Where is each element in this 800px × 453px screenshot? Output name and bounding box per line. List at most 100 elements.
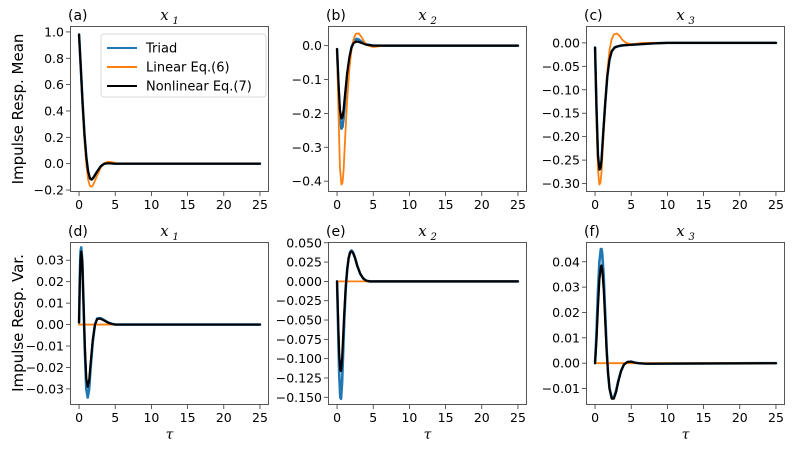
axes-frame (328, 242, 527, 405)
x-tick-label: 20 (732, 197, 748, 212)
x-tick-label: 0 (591, 197, 599, 212)
y-tick-label: 0.01 (36, 296, 64, 311)
axes-frame (70, 26, 269, 192)
y-tick-label: −0.02 (26, 360, 64, 375)
x-tick-label: 10 (401, 197, 417, 212)
panel-tag-label: (e) (326, 224, 346, 240)
y-tick-label: −0.4 (292, 174, 322, 189)
y-tick-label: 0.4 (44, 103, 64, 118)
y-tick-label: 0.02 (36, 274, 64, 289)
row-ylabel-var: Impulse Resp. Var. (9, 254, 27, 392)
panel-title-var: x (160, 6, 169, 24)
series-line-triad (593, 41, 778, 171)
x-tick-label: 25 (768, 197, 784, 212)
x-tick-label: 20 (474, 197, 490, 212)
x-tick-label: 0 (333, 197, 341, 212)
x-tick-label: 20 (732, 410, 748, 425)
y-tick-label: −0.30 (542, 176, 580, 191)
legend-entry-label: Linear Eq.(6) (146, 61, 230, 76)
y-tick-label: −0.15 (542, 106, 580, 121)
axes-frame (328, 26, 527, 192)
x-axis-label: τ (682, 427, 690, 443)
legend-entry-label: Nonlinear Eq.(7) (146, 80, 252, 95)
axes-frame (586, 242, 785, 405)
series-line-nonlinear-eq-7 (335, 40, 520, 120)
y-tick-label: 0.00 (36, 317, 64, 332)
x-tick-label: 10 (659, 410, 675, 425)
series-line-linear-eq-6 (336, 32, 519, 186)
x-tick-label: 25 (510, 410, 526, 425)
panel-title-subscript: 1 (173, 16, 179, 27)
y-tick-label: 0.02 (552, 305, 580, 320)
x-tick-label: 5 (111, 410, 119, 425)
x-tick-label: 5 (627, 197, 635, 212)
x-tick-label: 10 (659, 197, 675, 212)
x-tick-label: 5 (627, 410, 635, 425)
panel-title-subscript: 1 (173, 232, 179, 243)
axes-frame (70, 242, 269, 405)
x-tick-label: 0 (75, 410, 83, 425)
panel-title-subscript: 3 (689, 232, 695, 243)
y-tick-label: −0.025 (276, 293, 322, 308)
y-tick-label: −0.150 (276, 390, 322, 405)
series-line-triad (335, 249, 520, 401)
y-tick-label: −0.01 (26, 339, 64, 354)
x-tick-label: 20 (216, 197, 232, 212)
y-tick-label: −0.2 (34, 183, 64, 198)
axes-frame (586, 26, 785, 192)
panel-a: 0 5 10 15 20 25 −0.2 0.0 0.2 0.4 0.6 0.8 1.0 (a) x 1 (34, 6, 269, 212)
y-tick-label: −0.2 (292, 106, 322, 121)
panel-b: 0 5 10 15 20 25 −0.4 −0.3 −0.2 −0.1 0.0 (b) x 2 (292, 6, 527, 212)
panel-title-subscript: 2 (430, 16, 437, 27)
y-tick-label: −0.01 (542, 381, 580, 396)
x-tick-label: 5 (369, 410, 377, 425)
series-line-nonlinear-eq-7 (593, 264, 778, 400)
panel-e: 0 5 10 15 20 25 −0.150 −0.125 −0.100 −0.075 −0.050… (276, 222, 527, 443)
x-axis-label: τ (424, 427, 432, 443)
x-tick-label: 15 (438, 197, 454, 212)
panels-group: 0 5 10 15 20 25−0.20.00.20.40.60.81.0(a) x 10 5 1… (26, 6, 785, 443)
y-tick-label: 0.0 (302, 38, 322, 53)
x-tick-label: 15 (438, 410, 454, 425)
y-tick-label: 0.01 (552, 330, 580, 345)
x-tick-label: 15 (180, 410, 196, 425)
x-tick-label: 15 (696, 410, 712, 425)
series-line-triad (335, 37, 520, 130)
y-tick-label: −0.03 (26, 381, 64, 396)
panel-tag-label: (c) (584, 8, 603, 24)
panel-c: 0 5 10 15 20 25 −0.30 −0.25 −0.20 −0.15 −0.10 −0.05… (542, 6, 785, 212)
legend: Triad Linear Eq.(6) Nonlinear Eq.(7) (100, 33, 267, 98)
y-tick-label: −0.125 (276, 370, 322, 385)
y-tick-label: −0.1 (292, 72, 322, 87)
y-tick-label: 0.04 (552, 254, 580, 269)
y-tick-label: −0.25 (542, 153, 580, 168)
panel-title-subscript: 3 (689, 16, 695, 27)
x-axis-label: τ (166, 427, 174, 443)
y-tick-label: 0.2 (44, 130, 64, 145)
x-tick-label: 10 (143, 197, 159, 212)
panel-title-var: x (676, 222, 685, 240)
series-line-nonlinear-eq-7 (77, 33, 262, 181)
series-line-nonlinear-eq-7 (77, 250, 262, 388)
x-tick-label: 25 (252, 410, 268, 425)
x-tick-label: 10 (401, 410, 417, 425)
x-tick-label: 5 (369, 197, 377, 212)
y-tick-label: 0.000 (286, 274, 322, 289)
x-tick-label: 25 (510, 197, 526, 212)
y-tick-label: 0.03 (36, 253, 64, 268)
y-tick-label: 0.6 (44, 77, 64, 92)
x-tick-label: 25 (768, 410, 784, 425)
panel-title-var: x (676, 6, 685, 24)
y-tick-label: −0.05 (542, 59, 580, 74)
panel-f: 0 5 10 15 20 25 −0.01 0.00 0.01 0.02 0.03 0.04 (f) x 3… (542, 222, 785, 443)
panel-tag-label: (f) (584, 224, 600, 240)
x-tick-label: 0 (333, 410, 341, 425)
panel-tag-label: (d) (68, 224, 88, 240)
x-tick-label: 0 (75, 197, 83, 212)
series-line-nonlinear-eq-7 (335, 250, 520, 373)
x-tick-label: 20 (216, 410, 232, 425)
x-tick-label: 15 (180, 197, 196, 212)
y-tick-label: −0.075 (276, 332, 322, 347)
x-tick-label: 20 (474, 410, 490, 425)
